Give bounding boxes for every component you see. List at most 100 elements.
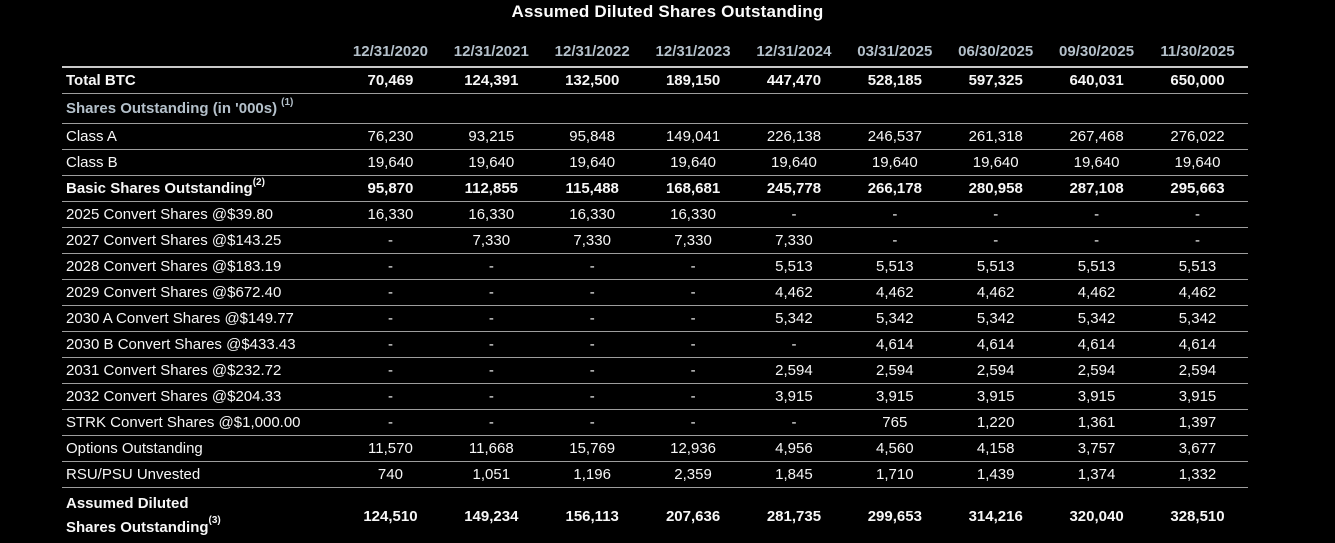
cell: 16,330 [468, 206, 515, 223]
cell: 280,958 [968, 180, 1023, 197]
cell: - [690, 258, 696, 275]
table-row-convert-2029: 2029 Convert Shares @$672.40 - - - - 4,462 4,4… [62, 279, 1248, 306]
table-body: Total BTC 70,469 124,391 132,500 189,150 447,… [62, 67, 1248, 543]
cell: - [589, 284, 595, 301]
cell: - [387, 362, 393, 379]
cell: 11,668 [468, 440, 514, 457]
cell: - [488, 258, 494, 275]
cell: 19,640 [871, 154, 918, 171]
cell: 3,915 [1077, 388, 1116, 405]
cell: 168,681 [665, 180, 721, 197]
cell: 93,215 [468, 128, 515, 145]
cell: - [488, 284, 494, 301]
cell: 266,178 [867, 180, 922, 197]
cell: 740 [377, 466, 403, 483]
cell: 19,640 [569, 154, 616, 171]
table-row-convert-2032: 2032 Convert Shares @$204.33 - - - - 3,915 3,9… [62, 383, 1248, 410]
cell: - [791, 206, 797, 223]
cell: - [589, 362, 595, 379]
cell: 245,778 [766, 180, 822, 197]
cell: 19,640 [1174, 154, 1221, 171]
cell: 3,915 [976, 388, 1015, 405]
cell: 5,513 [1178, 258, 1217, 275]
cell: 314,216 [968, 507, 1023, 525]
cell: 16,330 [670, 206, 716, 223]
cell: - [488, 336, 494, 353]
table-row-assumed-diluted: Assumed Diluted Shares Outstanding(3) 124,… [62, 487, 1248, 543]
cell: 19,640 [1073, 154, 1120, 171]
table-row-convert-2030b: 2030 B Convert Shares @$433.43 - - - - - 4,614… [62, 331, 1248, 358]
cell: 2,594 [1178, 362, 1217, 379]
cell: - [589, 258, 595, 275]
cell: 1,051 [472, 466, 511, 483]
table-row-convert-2025: 2025 Convert Shares @$39.80 16,330 16,330 1… [62, 201, 1248, 228]
row-label: 2030 A Convert Shares @$149.77 [66, 310, 294, 327]
column-header: 11/30/2025 [1160, 43, 1235, 60]
cell: 12,936 [670, 440, 716, 457]
cell: 19,640 [367, 154, 414, 171]
cell: 7,330 [674, 232, 712, 249]
column-header: 12/31/2024 [756, 43, 832, 60]
cell: 1,710 [876, 466, 914, 483]
cell: 1,845 [775, 466, 813, 483]
cell: 3,677 [1178, 440, 1217, 457]
cell: 124,391 [464, 72, 519, 89]
table-row-basic-shares-outstanding: Basic Shares Outstanding(2) 95,870 112,855… [62, 175, 1248, 202]
footnote-marker: (1) [281, 97, 294, 108]
cell: 261,318 [968, 128, 1023, 145]
cell: - [488, 414, 494, 431]
cell: 3,915 [1178, 388, 1217, 405]
column-header: 12/31/2020 [352, 43, 428, 60]
cell: 4,614 [876, 336, 914, 353]
cell: - [387, 258, 393, 275]
cell: 5,342 [1077, 310, 1116, 327]
cell: 19,640 [770, 154, 817, 171]
table-header: 12/31/2020 12/31/2021 12/31/2022 12/31/2023… [62, 22, 1248, 67]
cell: 5,513 [976, 258, 1015, 275]
cell: 16,330 [569, 206, 616, 223]
cell: 95,870 [367, 180, 414, 197]
row-label: 2028 Convert Shares @$183.19 [66, 258, 282, 275]
cell: 640,031 [1069, 72, 1124, 89]
cell: 1,361 [1077, 414, 1116, 431]
cell: 281,735 [766, 507, 822, 525]
cell: 5,513 [1077, 258, 1116, 275]
cell: 3,915 [775, 388, 813, 405]
cell: 112,855 [464, 180, 519, 197]
cell: 295,663 [1170, 180, 1225, 197]
cell: 1,397 [1178, 414, 1217, 431]
row-label: Class B [66, 154, 118, 171]
cell: 16,330 [367, 206, 414, 223]
cell: - [387, 310, 393, 327]
cell: 7,330 [472, 232, 511, 249]
row-label: Assumed Diluted Shares Outstanding(3) [66, 495, 221, 536]
column-header: 09/30/2025 [1059, 43, 1135, 60]
cell: 320,040 [1069, 507, 1124, 525]
cell: - [589, 388, 595, 405]
cell: 70,469 [367, 72, 414, 89]
cell: 4,462 [876, 284, 914, 301]
cell: 5,342 [876, 310, 914, 327]
cell: 4,462 [1077, 284, 1116, 301]
cell: - [488, 388, 494, 405]
row-label: 2031 Convert Shares @$232.72 [66, 362, 282, 379]
cell: 5,342 [976, 310, 1015, 327]
cell: 76,230 [367, 128, 414, 145]
cell: 276,022 [1170, 128, 1225, 145]
cell: 5,342 [775, 310, 813, 327]
row-label: Options Outstanding [66, 440, 203, 457]
table-row-convert-2028: 2028 Convert Shares @$183.19 - - - - 5,513 5,5… [62, 253, 1248, 280]
cell: 15,769 [569, 440, 616, 457]
cell: 156,113 [565, 507, 619, 525]
cell: 299,653 [867, 507, 922, 525]
cell: 650,000 [1170, 72, 1225, 89]
cell: - [488, 362, 494, 379]
row-label: Shares Outstanding (in '000s) (1) [66, 97, 294, 117]
cell: - [892, 232, 898, 249]
cell: 4,462 [1178, 284, 1217, 301]
cell: 149,041 [665, 128, 721, 145]
cell: 95,848 [569, 128, 616, 145]
table-row-class-b: Class B 19,640 19,640 19,640 19,640 19,640 19,… [62, 149, 1248, 176]
cell: - [1094, 206, 1100, 223]
